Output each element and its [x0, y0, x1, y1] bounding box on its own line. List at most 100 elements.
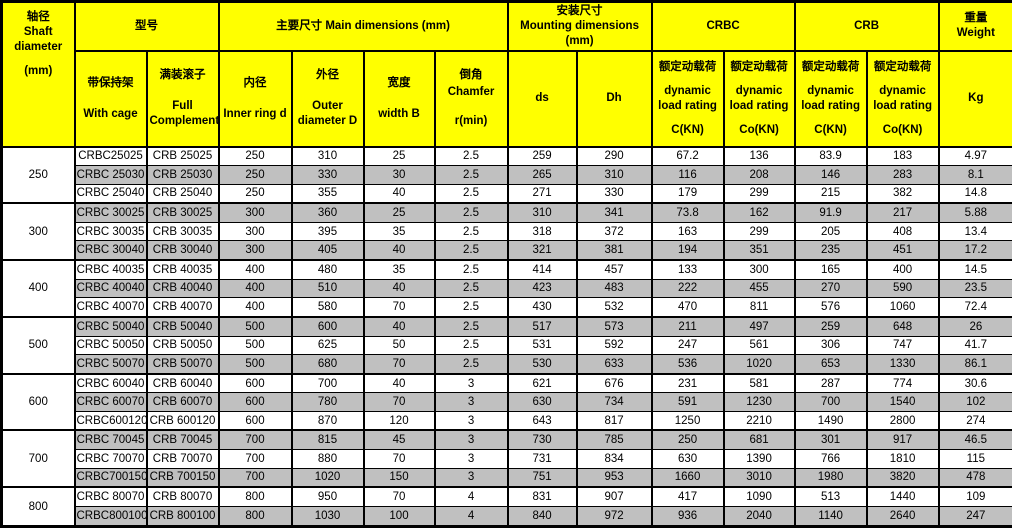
table-row: CRBC 30040 CRB 30040 300 405 40 2.5 321 381 194 3… [2, 240, 1012, 262]
cell-crbc-dynamic-load-C: 211 [650, 316, 725, 337]
cell-width-B: 70 [362, 449, 436, 469]
cell-ds: 414 [506, 259, 578, 280]
cell-crb-dynamic-load-Co: 400 [865, 259, 940, 280]
cell-weight-kg: 14.5 [937, 259, 1012, 280]
cell-weight-kg: 46.5 [937, 429, 1012, 451]
cell-weight-kg: 41.7 [937, 335, 1012, 356]
cell-weight-kg: 72.4 [937, 297, 1012, 318]
header-crbc-c-zh: 额定动载荷 [658, 60, 717, 73]
cell-crb-dynamic-load-Co: 590 [865, 278, 940, 299]
cell-crbc-dynamic-load-Co: 497 [722, 316, 796, 337]
cell-crbc-dynamic-load-Co: 1230 [722, 392, 796, 412]
cell-Dh: 953 [575, 467, 653, 489]
cell-inner-ring-d: 800 [217, 505, 293, 528]
cell-chamfer-r-min: 4 [433, 486, 509, 507]
cell-Dh: 330 [575, 183, 653, 205]
cell-chamfer-r-min: 3 [433, 392, 509, 412]
cell-model-full-complement: CRB 30040 [145, 240, 220, 262]
header-weight-en: Weight [956, 27, 995, 40]
cell-inner-ring-d: 500 [217, 354, 293, 375]
cell-ds: 731 [506, 449, 578, 469]
cell-outer-diameter-D: 310 [290, 145, 365, 167]
cell-shaft-diameter: 300 [0, 202, 76, 262]
header-model-group: 型号 [73, 0, 220, 52]
cell-model-full-complement: CRB 40070 [145, 297, 220, 318]
header-chamfer: 倒角 Chamfer r(min) [433, 49, 509, 148]
cell-crbc-dynamic-load-C: 116 [650, 165, 725, 185]
header-shaft-diameter-unit: (mm) [24, 65, 53, 77]
header-mounting-zh: 安装尺寸 [556, 4, 603, 17]
cell-crbc-dynamic-load-C: 163 [650, 221, 725, 242]
cell-crbc-dynamic-load-C: 630 [650, 449, 725, 469]
cell-Dh: 532 [575, 297, 653, 318]
cell-ds: 643 [506, 410, 578, 432]
cell-Dh: 633 [575, 354, 653, 375]
cell-crbc-dynamic-load-C: 133 [650, 259, 725, 280]
cell-outer-diameter-D: 780 [290, 392, 365, 412]
cell-crb-dynamic-load-Co: 408 [865, 221, 940, 242]
header-mounting-dimensions-group: 安装尺寸 Mounting dimensions (mm) [506, 0, 653, 52]
cell-model-with-cage: CRBC 60070 [73, 392, 148, 412]
cell-outer-diameter-D: 1020 [290, 467, 365, 489]
header-crbc-co-en: dynamic load rating [729, 84, 789, 112]
cell-inner-ring-d: 700 [217, 449, 293, 469]
cell-crbc-dynamic-load-Co: 2210 [722, 410, 796, 432]
cell-crbc-dynamic-load-Co: 1090 [722, 486, 796, 507]
cell-crb-dynamic-load-C: 306 [793, 335, 868, 356]
cell-model-full-complement: CRB 50050 [145, 335, 220, 356]
cell-crb-dynamic-load-Co: 1810 [865, 449, 940, 469]
cell-crb-dynamic-load-Co: 2800 [865, 410, 940, 432]
cell-model-with-cage: CRBC600120 [73, 410, 148, 432]
cell-outer-diameter-D: 360 [290, 202, 365, 223]
cell-Dh: 483 [575, 278, 653, 299]
header-outer-diameter-zh: 外径 [316, 69, 339, 81]
cell-model-full-complement: CRB 60040 [145, 373, 220, 394]
cell-crbc-dynamic-load-Co: 136 [722, 145, 796, 167]
header-inner-ring-d: 内径 Inner ring d [217, 49, 293, 148]
header-crb-c-zh: 额定动载荷 [801, 60, 860, 73]
header-weight-kg: Kg [937, 49, 1012, 148]
cell-crbc-dynamic-load-C: 73.8 [650, 202, 725, 223]
header-with-cage-zh: 带保持架 [87, 76, 134, 89]
header-ds: ds [506, 49, 578, 148]
cell-model-full-complement: CRB 70070 [145, 449, 220, 469]
cell-model-full-complement: CRB 600120 [145, 410, 220, 432]
cell-chamfer-r-min: 2.5 [433, 259, 509, 280]
cell-Dh: 592 [575, 335, 653, 356]
table-row: CRBC700150 CRB 700150 700 1020 150 3 751 953 166… [2, 467, 1012, 489]
header-shaft-diameter-zh: 轴径 [26, 11, 50, 23]
cell-crb-dynamic-load-C: 259 [793, 316, 868, 337]
cell-inner-ring-d: 400 [217, 297, 293, 318]
cell-Dh: 310 [575, 165, 653, 185]
cell-width-B: 70 [362, 297, 436, 318]
table-row: 700 CRBC 70045 CRB 70045 700 815 45 3 730 785 250… [0, 429, 1012, 489]
table-row: CRBC 40040 CRB 40040 400 510 40 2.5 423 483 222 4… [2, 278, 1012, 299]
header-shaft-diameter-en: Shaft diameter [14, 26, 63, 53]
cell-crbc-dynamic-load-C: 67.2 [650, 145, 725, 167]
cell-model-full-complement: CRB 25030 [145, 165, 220, 185]
cell-crbc-dynamic-load-Co: 581 [722, 373, 796, 394]
header-row-groups: 轴径 Shaft diameter (mm) 型号 主要尺寸 Main dime… [0, 0, 1012, 148]
cell-weight-kg: 247 [937, 505, 1012, 528]
cell-outer-diameter-D: 700 [290, 373, 365, 394]
header-chamfer-rmin: r(min) [454, 115, 488, 127]
cell-shaft-diameter: 800 [0, 486, 76, 528]
cell-model-with-cage: CRBC 50040 [73, 316, 148, 337]
table-row: CRBC 25030 CRB 25030 250 330 30 2.5 265 310 116 2… [2, 165, 1012, 185]
cell-model-with-cage: CRBC 70045 [73, 429, 148, 451]
cell-crbc-dynamic-load-C: 536 [650, 354, 725, 375]
header-crbc-c-en: dynamic load rating [658, 84, 717, 112]
cell-Dh: 834 [575, 449, 653, 469]
cell-crbc-dynamic-load-C: 222 [650, 278, 725, 299]
cell-crbc-dynamic-load-C: 231 [650, 373, 725, 394]
cell-crb-dynamic-load-Co: 382 [865, 183, 940, 205]
cell-Dh: 907 [575, 486, 653, 507]
header-crb-dynamic-load-C: 额定动载荷 dynamic load rating C(KN) [793, 49, 868, 148]
cell-weight-kg: 30.6 [937, 373, 1012, 394]
cell-ds: 840 [506, 505, 578, 528]
cell-Dh: 573 [575, 316, 653, 337]
cell-Dh: 290 [575, 145, 653, 167]
cell-ds: 265 [506, 165, 578, 185]
cell-crbc-dynamic-load-C: 250 [650, 429, 725, 451]
cell-width-B: 100 [362, 505, 436, 528]
